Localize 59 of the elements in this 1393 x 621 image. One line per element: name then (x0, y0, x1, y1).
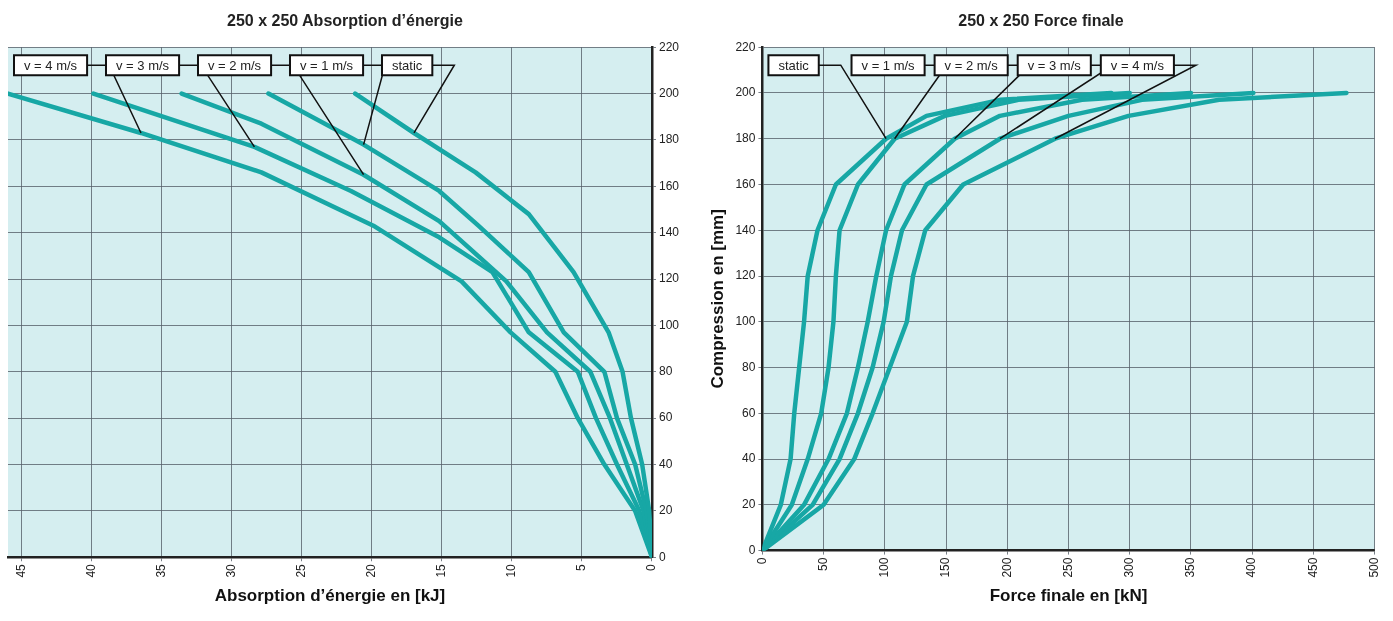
y-tick-label: 160 (735, 176, 756, 191)
text: v = 3 m/s (116, 57, 170, 73)
y2-tick-label: 100 (658, 317, 680, 332)
x-tick-label: 25 (294, 563, 309, 578)
text: v = 1 m/s (861, 57, 916, 73)
text: v = 2 m/s (944, 57, 999, 73)
x-tick-label: 400 (1244, 557, 1259, 578)
x-tick-label: 500 (1366, 557, 1381, 578)
x-tick-label: 15 (434, 563, 449, 578)
y-tick-label: 60 (742, 405, 756, 420)
y-tick-label: 40 (742, 451, 756, 466)
x-tick-label: 300 (1122, 557, 1137, 578)
y2-tick-label: 120 (658, 271, 680, 286)
x-tick-label: 50 (815, 557, 830, 571)
x-tick-label: 35 (154, 563, 169, 578)
series-label: v = 4 m/s (24, 57, 78, 73)
y-tick-label: 140 (735, 222, 756, 237)
text: v = 4 m/s (1110, 57, 1165, 73)
x-tick-label: 200 (999, 557, 1014, 578)
text: static (391, 57, 423, 73)
y2-tick-label: 180 (658, 132, 680, 147)
y2-tick-label: 40 (658, 456, 673, 471)
x-tick-label: 100 (877, 557, 892, 578)
y-tick-label: 220 (735, 39, 756, 54)
x-axis-title: Absorption d’énergie en [kJ] (214, 586, 446, 606)
y-tick-label: 120 (735, 268, 756, 283)
x-tick-label: 450 (1305, 557, 1320, 578)
y-tick-label: 20 (742, 497, 756, 512)
text: static (778, 57, 810, 73)
text: v = 1 m/s (299, 57, 354, 73)
x-tick-label: 350 (1183, 557, 1198, 578)
y2-tick-label: 60 (658, 410, 673, 425)
y2-tick-label: 20 (658, 503, 673, 518)
y-tick-label: 180 (735, 131, 756, 146)
y-tick-label: 100 (735, 314, 756, 329)
x-tick-label: 250 (1060, 557, 1075, 578)
chart-title: 250 x 250 Force finale (958, 12, 1124, 30)
y-axis-title: Compression en [mm] (707, 209, 727, 389)
x-tick-label: 5 (574, 563, 589, 571)
y2-tick-label: 220 (658, 39, 680, 54)
y2-tick-label: 140 (658, 224, 680, 239)
x-tick-label: 20 (364, 563, 379, 578)
y-tick-label: 0 (748, 542, 756, 557)
x-tick-label: 150 (938, 557, 953, 578)
y2-tick-label: 80 (658, 364, 673, 379)
y-tick-label: 200 (735, 85, 756, 100)
x-axis-title: Force finale en [kN] (989, 586, 1148, 606)
y-tick-label: 80 (742, 359, 756, 374)
x-tick-label: 0 (644, 563, 659, 571)
y2-tick-label: 160 (658, 178, 680, 193)
x-tick-label: 0 (754, 557, 769, 565)
x-tick-label: 30 (224, 563, 239, 578)
text: v = 2 m/s (207, 57, 262, 73)
x-tick-label: 10 (504, 563, 519, 578)
text: v = 3 m/s (1027, 57, 1082, 73)
x-tick-label: 40 (84, 563, 99, 578)
x-tick-label: 45 (14, 563, 29, 578)
chart-title: 250 x 250 Absorption d’énergie (227, 12, 464, 30)
y2-tick-label: 200 (658, 85, 680, 100)
